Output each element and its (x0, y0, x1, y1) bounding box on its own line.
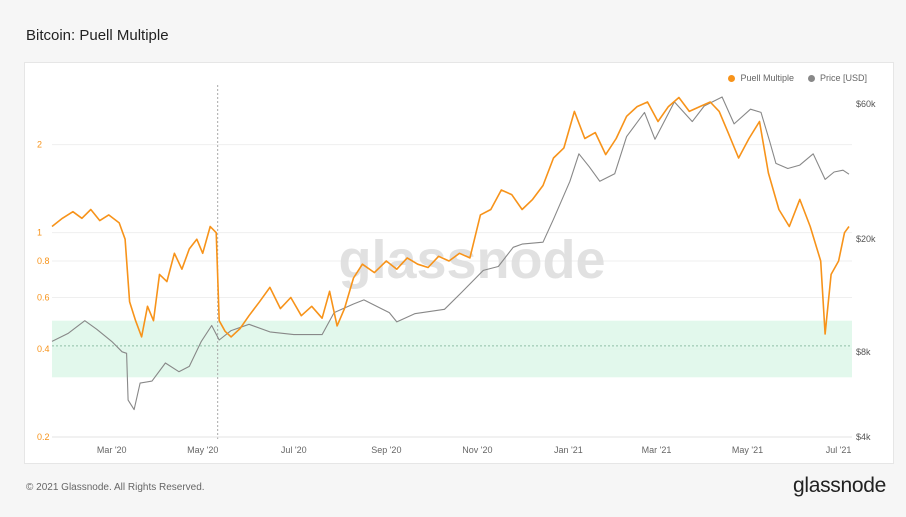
y-right-tick-label-3: $60k (856, 99, 876, 109)
legend-item-price[interactable]: Price [USD] (807, 73, 867, 83)
x-tick-label-4: Nov '20 (462, 445, 492, 455)
y-right-tick-label-0: $4k (856, 432, 871, 442)
legend-label-price: Price [USD] (819, 73, 867, 83)
y-left-tick-label-2: 0.6 (37, 293, 50, 303)
x-tick-label-7: May '21 (732, 445, 763, 455)
y-left-tick-label-0: 0.2 (37, 432, 50, 442)
y-left-tick-label-5: 2 (37, 140, 42, 150)
x-tick-label-5: Jan '21 (554, 445, 583, 455)
watermark-text: glassnode (338, 230, 605, 290)
series-line-price-usd[interactable] (51, 96, 850, 411)
chart-plot[interactable]: glassnode Mar '20 May '20 Jul '20 Sep '20 Nov… (25, 63, 893, 463)
x-tick-label-2: Jul '20 (281, 445, 307, 455)
y-left-tick-label-3: 0.8 (37, 256, 50, 266)
chart-title: Bitcoin: Puell Multiple (26, 27, 169, 44)
x-tick-label-3: Sep '20 (371, 445, 401, 455)
x-tick-label-8: Jul '21 (826, 445, 852, 455)
legend-item-puell[interactable]: Puell Multiple (728, 73, 794, 83)
y-right-tick-label-2: $20k (856, 234, 876, 244)
x-tick-label-6: Mar '21 (642, 445, 672, 455)
x-tick-label-1: May '20 (187, 445, 218, 455)
y-left-tick-label-4: 1 (37, 228, 42, 238)
y-right-tick-label-1: $8k (856, 347, 871, 357)
legend-dot-price (807, 74, 815, 82)
x-tick-label-0: Mar '20 (97, 445, 127, 455)
buy-zone-band (52, 320, 852, 378)
legend: Puell Multiple Price [USD] (728, 73, 867, 83)
legend-label-puell: Puell Multiple (740, 73, 794, 83)
copyright-footer: © 2021 Glassnode. All Rights Reserved. (26, 482, 205, 493)
series-line-puell-multiple[interactable] (51, 96, 850, 338)
legend-dot-puell (728, 74, 736, 82)
brand-logo[interactable]: glassnode (792, 474, 886, 497)
y-left-tick-label-1: 0.4 (37, 344, 50, 354)
chart-card: Puell Multiple Price [USD] glassnode Mar … (24, 62, 894, 464)
